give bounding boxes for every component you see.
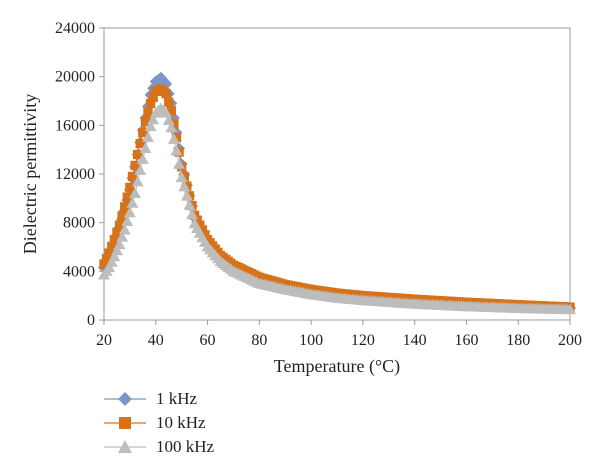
- data-point: [140, 117, 151, 127]
- data-point: [139, 142, 152, 153]
- data-point: [178, 180, 191, 192]
- data-point: [148, 92, 158, 103]
- data-point: [114, 220, 125, 230]
- data-point: [104, 248, 114, 258]
- y-tick-label: 24000: [55, 20, 95, 37]
- data-point: [132, 149, 143, 160]
- x-tick-label: 120: [351, 332, 375, 349]
- y-axis: 0 4000 8000 12000 16000 20000 24000: [55, 20, 104, 329]
- y-tick-label: 4000: [63, 263, 95, 280]
- x-tick-label: 60: [200, 332, 216, 349]
- data-point: [173, 158, 186, 169]
- data-point: [130, 160, 140, 171]
- data-point: [112, 227, 122, 238]
- data-point: [186, 208, 199, 220]
- x-tick-label: 40: [148, 332, 164, 349]
- y-axis-title: Dielectric permittivity: [20, 94, 40, 254]
- data-point: [170, 144, 183, 156]
- y-tick-label: 20000: [55, 69, 95, 86]
- data-point: [144, 120, 157, 132]
- data-point: [121, 215, 134, 226]
- data-point: [138, 127, 148, 138]
- data-point: [164, 97, 174, 107]
- x-tick-label: 140: [403, 332, 427, 349]
- data-point: [160, 107, 173, 118]
- data-point: [136, 153, 149, 164]
- x-axis-title: Temperature (°C): [274, 356, 400, 377]
- data-point: [99, 259, 109, 269]
- data-point: [108, 250, 121, 262]
- y-tick-label: 0: [87, 312, 95, 329]
- x-tick-label: 100: [299, 332, 323, 349]
- data-point: [145, 98, 156, 109]
- data-point: [192, 215, 202, 225]
- data-point: [117, 211, 127, 221]
- data-point: [180, 190, 193, 201]
- y-tick-label: 12000: [55, 166, 95, 183]
- y-tick-label: 8000: [63, 215, 95, 232]
- y-tick-label: 16000: [55, 117, 95, 134]
- data-point: [109, 235, 120, 245]
- x-tick-label: 20: [96, 332, 112, 349]
- legend-label-1khz: 1 kHz: [156, 389, 198, 408]
- legend-label-10khz: 10 kHz: [156, 413, 206, 432]
- data-point: [135, 138, 145, 149]
- data-point: [116, 231, 129, 242]
- data-point: [175, 171, 188, 183]
- data-point: [167, 133, 180, 144]
- x-axis: 20 40 60 80 100 120 140 160 180 200: [96, 320, 582, 349]
- data-point: [143, 107, 153, 118]
- data-point: [197, 225, 208, 235]
- data-point: [195, 220, 205, 230]
- data-point: [142, 131, 155, 142]
- data-point: [161, 89, 171, 99]
- data-point: [166, 106, 176, 116]
- data-point: [162, 114, 175, 125]
- data-point: [126, 197, 139, 208]
- data-point: [183, 199, 196, 210]
- data-point: [147, 113, 160, 125]
- data-point: [110, 244, 123, 256]
- data-point: [123, 206, 136, 218]
- x-tick-label: 180: [506, 332, 530, 349]
- data-point: [129, 187, 142, 198]
- data-point: [120, 202, 130, 212]
- triangle-marker-icon: [104, 440, 146, 453]
- data-point: [200, 230, 210, 240]
- data-point: [171, 132, 182, 143]
- data-point: [122, 192, 132, 202]
- x-tick-label: 200: [558, 332, 582, 349]
- data-point: [131, 175, 144, 187]
- series-2: [98, 102, 576, 315]
- data-point: [165, 121, 178, 133]
- data-point: [113, 238, 126, 250]
- legend-label-100khz: 100 kHz: [156, 437, 215, 456]
- x-tick-label: 80: [251, 332, 267, 349]
- data-point: [134, 164, 147, 175]
- square-marker-icon: [104, 417, 146, 429]
- plot-area: [103, 27, 571, 321]
- data-point: [105, 256, 118, 267]
- series-layer: [98, 71, 576, 315]
- x-tick-label: 160: [454, 332, 478, 349]
- data-point: [127, 171, 138, 182]
- data-point: [101, 253, 112, 264]
- data-point: [103, 261, 116, 273]
- data-point: [564, 303, 576, 315]
- diamond-marker-icon: [104, 392, 146, 406]
- data-point: [107, 241, 117, 252]
- data-point: [125, 182, 135, 193]
- data-point: [118, 223, 131, 235]
